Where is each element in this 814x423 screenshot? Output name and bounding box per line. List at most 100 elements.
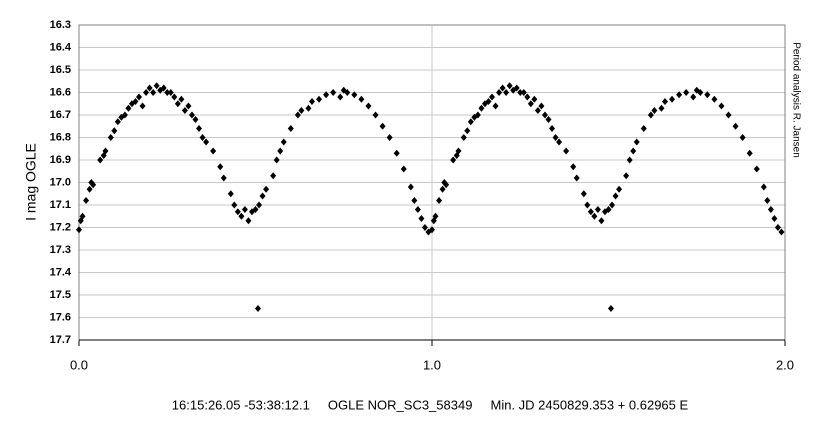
point — [393, 149, 400, 157]
x-tick-label: 1.0 — [423, 357, 441, 372]
point — [256, 201, 263, 209]
point — [584, 201, 591, 209]
point — [587, 208, 594, 216]
point — [252, 206, 259, 213]
x-tick-label: 2.0 — [776, 357, 794, 372]
point — [298, 107, 305, 114]
point — [605, 206, 612, 213]
point — [725, 111, 732, 119]
point — [418, 215, 425, 222]
point — [609, 201, 616, 209]
point — [330, 89, 337, 96]
point — [196, 125, 203, 132]
point — [556, 138, 563, 146]
point — [234, 208, 241, 216]
point — [436, 197, 443, 204]
y-tick-label: 17.0 — [50, 176, 71, 188]
point — [210, 147, 217, 155]
y-tick-label: 17.7 — [50, 334, 71, 346]
point — [323, 91, 330, 99]
point — [107, 134, 114, 141]
y-tick-label: 16.6 — [50, 86, 71, 98]
point — [746, 149, 753, 157]
point — [524, 93, 531, 101]
point — [467, 118, 474, 126]
point — [241, 206, 248, 213]
point — [552, 134, 559, 141]
point — [764, 197, 771, 204]
point — [732, 122, 739, 130]
point — [633, 138, 640, 146]
point — [379, 122, 386, 130]
point — [185, 102, 192, 110]
point — [432, 212, 439, 220]
y-tick-label: 17.4 — [50, 266, 72, 278]
point — [630, 147, 637, 155]
point — [460, 134, 467, 141]
point — [86, 185, 93, 193]
point — [594, 206, 601, 213]
point — [760, 183, 767, 191]
y-tick-label: 16.9 — [50, 154, 71, 166]
point — [506, 82, 513, 90]
point — [386, 134, 393, 141]
point — [753, 165, 760, 173]
point — [612, 192, 619, 200]
point — [414, 206, 421, 213]
point — [178, 95, 185, 103]
point — [607, 305, 614, 312]
point — [344, 89, 351, 96]
point — [76, 226, 82, 234]
point — [580, 190, 587, 198]
point — [499, 84, 506, 92]
point — [623, 172, 630, 180]
y-tick-label: 16.7 — [50, 109, 71, 121]
point — [150, 89, 157, 96]
point — [146, 84, 153, 92]
point — [153, 82, 160, 90]
point — [143, 89, 150, 96]
point — [125, 104, 132, 112]
y-tick-label: 17.1 — [50, 199, 71, 211]
point — [697, 89, 704, 96]
point — [640, 125, 647, 132]
point — [259, 192, 266, 200]
point — [573, 174, 580, 182]
point — [217, 163, 224, 171]
point — [273, 156, 280, 164]
point — [192, 116, 199, 123]
point — [316, 95, 323, 103]
y-tick-label: 17.6 — [50, 311, 71, 323]
point — [464, 127, 471, 135]
point — [531, 95, 538, 103]
point — [365, 102, 372, 110]
point — [160, 84, 167, 92]
point — [739, 134, 746, 141]
point — [429, 226, 435, 234]
point — [669, 95, 676, 103]
point — [121, 111, 128, 119]
point — [111, 127, 118, 135]
point — [238, 212, 245, 220]
point — [598, 217, 605, 225]
point — [563, 147, 570, 155]
point — [774, 224, 781, 231]
point — [79, 212, 86, 220]
point — [188, 111, 195, 119]
point — [450, 156, 457, 164]
point — [203, 138, 210, 146]
point — [478, 104, 485, 112]
point — [626, 156, 633, 164]
point — [520, 89, 527, 96]
point — [527, 100, 534, 108]
point — [541, 111, 548, 119]
point — [97, 156, 104, 164]
y-tick-label: 17.5 — [50, 289, 71, 301]
point — [351, 91, 358, 99]
y-tick-label: 17.3 — [50, 244, 71, 256]
point — [337, 93, 344, 101]
point — [270, 172, 277, 180]
point — [167, 89, 174, 96]
